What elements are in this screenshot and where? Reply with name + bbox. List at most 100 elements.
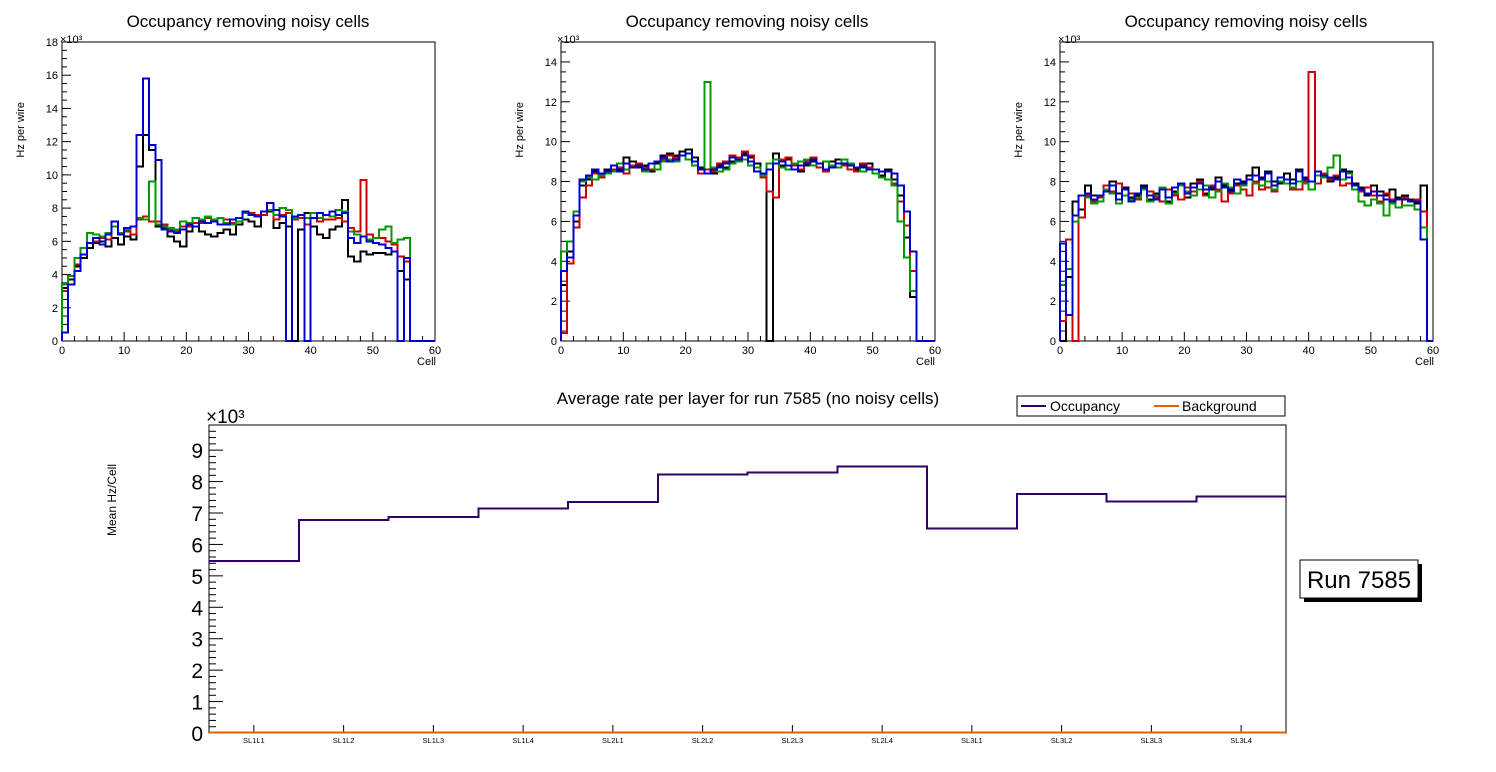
panel-4-category-label: SL1L2: [333, 736, 355, 745]
panel-2-xtick-label: 40: [804, 345, 816, 357]
panel-1-title: Occupancy removing noisy cells: [127, 12, 370, 31]
panel-1-ytick-label: 6: [52, 236, 58, 248]
panel-3-ylabel: Hz per wire: [1013, 102, 1025, 158]
panel-4-title: Average rate per layer for run 7585 (no …: [557, 389, 939, 408]
panel-3-title: Occupancy removing noisy cells: [1125, 12, 1368, 31]
panel-4: Average rate per layer for run 7585 (no …: [105, 389, 1287, 746]
panel-1-ytick-label: 16: [46, 70, 58, 82]
panel-2-xtick-label: 60: [929, 345, 941, 357]
panel-4-frame: [208, 424, 1287, 734]
panel-4-ytick-label: 1: [191, 692, 203, 715]
panel-4-ytick-label: 5: [191, 566, 203, 589]
panel-4-ytick-label: 4: [191, 597, 203, 620]
panel-1-ytick-label: 14: [46, 103, 58, 115]
panel-1-ytick-label: 18: [46, 37, 58, 49]
panel-2-ytick-label: 10: [545, 137, 557, 149]
panel-3-series-layer4: [1059, 170, 1433, 342]
panel-1-multiplier: ×10³: [60, 34, 83, 46]
legend: Occupancy Background: [1016, 395, 1286, 417]
panel-2-xtick-label: 30: [742, 345, 754, 357]
panel-3-ytick-label: 6: [1050, 216, 1056, 228]
panel-2-ytick-label: 8: [551, 177, 557, 189]
panel-4-category-label: SL2L4: [871, 736, 893, 745]
panel-1-series-layer1: [61, 134, 435, 342]
panel-2-ytick-label: 2: [551, 296, 557, 308]
panel-3-ytick-label: 2: [1050, 296, 1056, 308]
panel-4-series-occupancy: [209, 465, 1286, 562]
panel-3-xtick-label: 50: [1365, 345, 1377, 357]
panel-2-multiplier: ×10³: [557, 34, 580, 46]
panel-4-ytick-label: 8: [191, 472, 203, 495]
panel-3-series-layer3: [1059, 154, 1433, 342]
panel-2-ytick-label: 14: [545, 57, 557, 69]
panel-3-ytick-label: 8: [1050, 177, 1056, 189]
panel-2-series-layer3: [560, 80, 935, 342]
panel-1-ytick-label: 0: [52, 336, 58, 348]
panel-1-xtick-label: 10: [118, 345, 130, 357]
legend-background-label: Background: [1182, 398, 1257, 414]
panel-3-ytick-label: 0: [1050, 336, 1056, 348]
panel-1-ylabel: Hz per wire: [15, 102, 27, 158]
panel-1-xlabel: Cell: [417, 356, 436, 368]
panel-1-xtick-label: 60: [429, 345, 441, 357]
panel-3: Occupancy removing noisy cells ×10³ Hz p…: [1013, 12, 1439, 368]
panel-4-multiplier: ×10³: [206, 407, 245, 428]
panel-4-category-label: SL2L2: [692, 736, 714, 745]
panel-1-series-layer3: [61, 180, 435, 342]
panel-3-ytick-label: 4: [1050, 256, 1056, 268]
panel-3-ytick-label: 14: [1044, 57, 1056, 69]
run-label-box: Run 7585: [1299, 559, 1422, 602]
run-label-frame: [1299, 559, 1419, 599]
panel-4-ylabel: Mean Hz/Cell: [105, 464, 119, 536]
panel-3-multiplier: ×10³: [1058, 34, 1081, 46]
panel-3-series-layer2: [1059, 70, 1433, 342]
panel-3-xtick-label: 0: [1057, 345, 1063, 357]
legend-occupancy-label: Occupancy: [1050, 398, 1120, 414]
panel-4-ytick-label: 7: [191, 503, 203, 526]
panel-4-ytick-label: 9: [191, 440, 203, 463]
panel-2-title: Occupancy removing noisy cells: [626, 12, 869, 31]
panel-4-ytick-label: 3: [191, 629, 203, 652]
panel-1-ytick-label: 4: [52, 270, 58, 282]
legend-box: [1016, 395, 1286, 417]
panel-4-category-label: SL2L3: [782, 736, 804, 745]
panel-4-category-label: SL3L2: [1051, 736, 1073, 745]
panel-2-xlabel: Cell: [916, 356, 935, 368]
panel-4-category-label: SL1L1: [243, 736, 265, 745]
panel-1-xtick-label: 50: [367, 345, 379, 357]
panel-1-xtick-label: 30: [242, 345, 254, 357]
run-label-text: Run 7585: [1307, 567, 1411, 594]
panel-4-ytick-label: 2: [191, 660, 203, 683]
panel-4-category-label: SL3L3: [1141, 736, 1163, 745]
panel-3-xlabel: Cell: [1415, 356, 1434, 368]
panel-2-ytick-label: 12: [545, 97, 557, 109]
panel-3-ytick-label: 12: [1044, 97, 1056, 109]
panel-3-ytick-label: 10: [1044, 137, 1056, 149]
panel-3-xtick-label: 20: [1178, 345, 1190, 357]
panel-2: Occupancy removing noisy cells ×10³ Hz p…: [514, 12, 941, 368]
panel-2-frame: [560, 41, 936, 342]
panel-2-xtick-label: 50: [867, 345, 879, 357]
panel-4-category-label: SL1L4: [512, 736, 534, 745]
panel-2-xtick-label: 0: [558, 345, 564, 357]
panel-2-series-layer4: [560, 152, 935, 342]
panel-4-category-label: SL3L1: [961, 736, 983, 745]
panel-4-ytick-label: 6: [191, 534, 203, 557]
panel-1-series-layer2: [61, 178, 435, 342]
panel-1-ytick-label: 12: [46, 137, 58, 149]
panel-2-xtick-label: 10: [617, 345, 629, 357]
panel-2-ytick-label: 4: [551, 256, 557, 268]
panel-1-ytick-label: 8: [52, 203, 58, 215]
panel-4-ytick-label: 0: [191, 723, 203, 746]
panel-2-ytick-label: 0: [551, 336, 557, 348]
panel-4-category-label: SL3L4: [1230, 736, 1252, 745]
panel-1-xtick-label: 20: [180, 345, 192, 357]
panel-2-ytick-label: 6: [551, 216, 557, 228]
panel-2-series-layer2: [560, 150, 935, 342]
panel-3-xtick-label: 60: [1427, 345, 1439, 357]
panel-1-ytick-label: 10: [46, 170, 58, 182]
panel-3-xtick-label: 30: [1240, 345, 1252, 357]
panel-1-series-layer4: [61, 77, 435, 342]
panel-2-ylabel: Hz per wire: [514, 102, 526, 158]
